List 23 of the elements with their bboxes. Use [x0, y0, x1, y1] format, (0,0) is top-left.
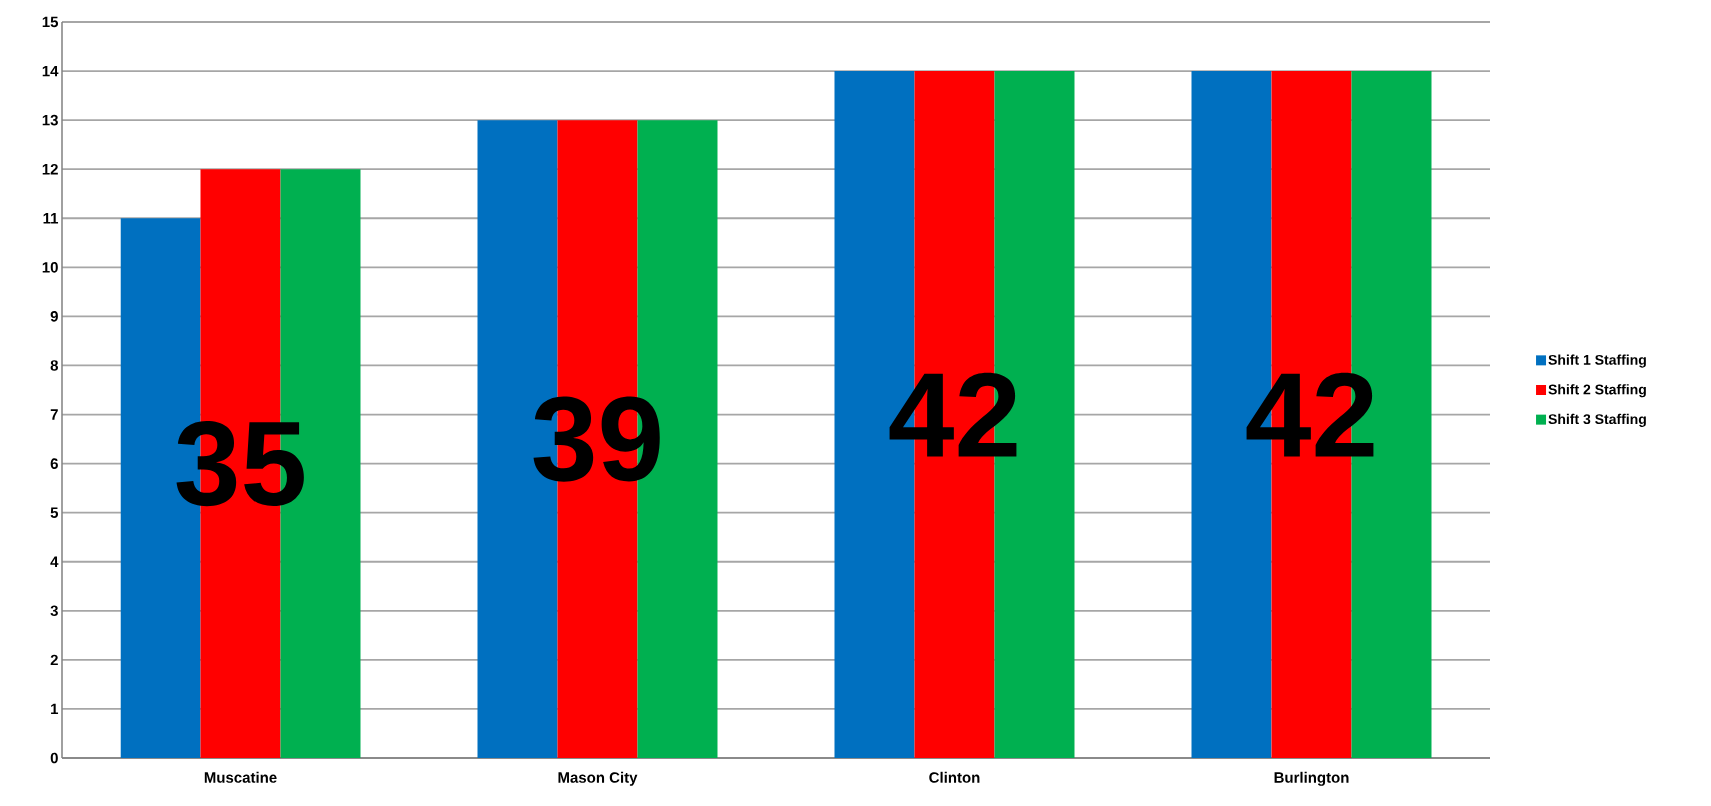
x-tick-label: Clinton	[929, 771, 980, 783]
x-tick-label: Burlington	[1274, 771, 1349, 786]
y-tick-label: 2	[50, 654, 58, 666]
legend-label: Shift 3 Staffing	[1548, 413, 1646, 427]
x-tick-label: Muscatine	[204, 771, 277, 783]
y-tick-label: 13	[42, 114, 58, 126]
y-tick-label: 4	[50, 556, 59, 567]
y-tick-label: 8	[50, 360, 58, 371]
y-tick-label: 3	[50, 605, 58, 617]
y-tick-label: 0	[50, 752, 58, 764]
legend-label: Shift 2 Staffing	[1548, 384, 1646, 398]
y-tick-label: 9	[50, 311, 58, 322]
y-tick-label: 14	[42, 65, 59, 77]
legend-label: Shift 1 Staffing	[1548, 354, 1646, 368]
y-tick-label: 12	[42, 163, 58, 175]
y-tick-label: 7	[50, 409, 58, 420]
y-tick-label: 6	[50, 458, 58, 469]
y-tick-label: 5	[50, 507, 59, 518]
y-tick-label: 15	[42, 16, 59, 28]
x-tick-label: Mason City	[558, 771, 638, 786]
y-tick-label: 10	[42, 262, 58, 273]
y-tick-label: 1	[51, 703, 59, 715]
y-tick-label: 11	[43, 213, 59, 224]
